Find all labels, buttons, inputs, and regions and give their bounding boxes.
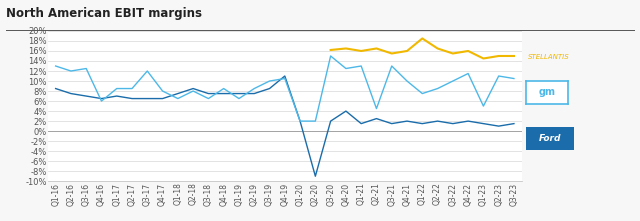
Text: STELLANTIS: STELLANTIS [528, 54, 570, 61]
Text: North American EBIT margins: North American EBIT margins [6, 7, 202, 20]
Text: gm: gm [538, 87, 556, 97]
Text: Ford: Ford [539, 134, 561, 143]
